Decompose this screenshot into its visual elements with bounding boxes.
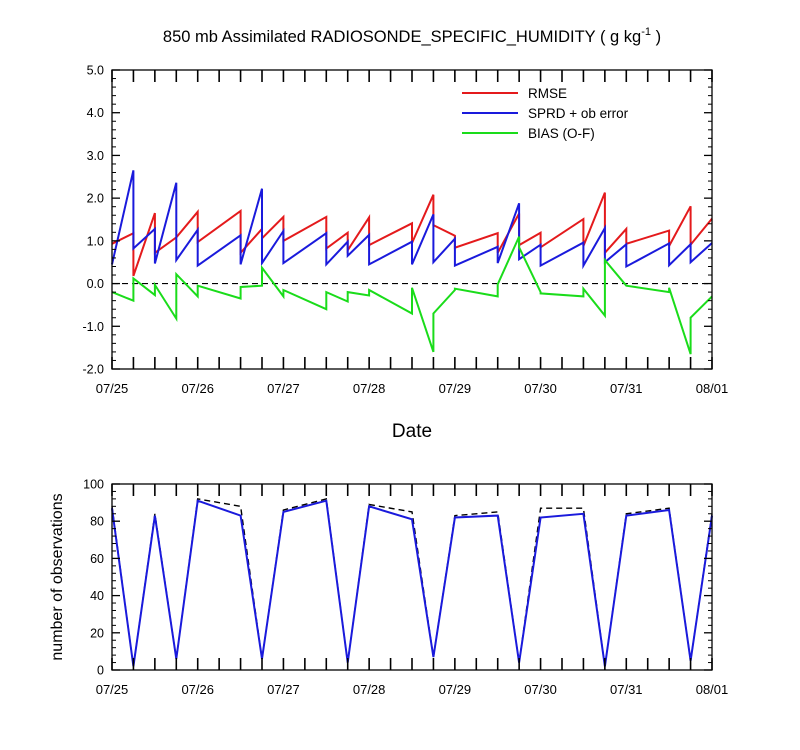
x-tick-label: 07/31	[610, 381, 643, 396]
x-tick-label: 07/26	[181, 682, 214, 697]
x-tick-label: 07/26	[181, 381, 214, 396]
y-tick-label: 0	[97, 664, 104, 678]
y-tick-label: 5.0	[87, 64, 104, 78]
series-line-sprd-ob-error	[111, 170, 713, 270]
y-tick-label: 80	[90, 515, 104, 529]
y-tick-label: 20	[90, 626, 104, 640]
x-tick-label: 07/27	[267, 682, 300, 697]
series-line-bias-o-f	[111, 236, 713, 355]
x-tick-label: 07/27	[267, 381, 300, 396]
chart-title-superscript: -1	[641, 26, 651, 38]
y-tick-label: -2.0	[82, 363, 104, 377]
chart-title-end: )	[651, 28, 661, 46]
x-tick-label: 07/29	[439, 682, 472, 697]
y-tick-label: 2.0	[87, 192, 104, 206]
series-line-assimilated-observations	[111, 499, 713, 667]
legend-label-rmse: RMSE	[528, 86, 567, 101]
x-axis-label: Date	[392, 421, 432, 442]
legend-label-bias-o-f: BIAS (O-F)	[528, 126, 595, 141]
x-tick-label: 07/28	[353, 381, 386, 396]
x-tick-label: 07/28	[353, 682, 386, 697]
panel-statistics: 07/25 07/26 07/27 07/28 07/29 07/30 07/31 08/01…	[82, 26, 728, 442]
x-tick-label: 07/30	[524, 682, 557, 697]
y-tick-label: 1.0	[87, 234, 104, 248]
x-tick-label: 07/29	[439, 381, 472, 396]
y-tick-label: 4.0	[87, 106, 104, 120]
y-tick-label: 60	[90, 552, 104, 566]
legend-label-sprd-ob-error: SPRD + ob error	[528, 106, 629, 121]
x-tick-label: 07/25	[96, 682, 129, 697]
x-tick-label: 08/01	[696, 682, 729, 697]
x-tick-label: 08/01	[696, 381, 729, 396]
series-line-possible-observations	[111, 498, 713, 667]
chart-title: 850 mb Assimilated RADIOSONDE_SPECIFIC_H…	[163, 26, 661, 46]
panel-observations: 07/25 07/26 07/27 07/28 07/29 07/30 07/31 08/01…	[49, 478, 728, 698]
x-tick-label: 07/30	[524, 381, 557, 396]
chart-title-main: 850 mb Assimilated RADIOSONDE_SPECIFIC_H…	[163, 28, 641, 46]
x-tick-label: 07/31	[610, 682, 643, 697]
y-tick-label: 40	[90, 589, 104, 603]
x-tick-label: 07/25	[96, 381, 129, 396]
y-tick-label: -1.0	[82, 320, 104, 334]
y-tick-label: 100	[83, 478, 104, 492]
y-tick-label: 0.0	[87, 277, 104, 291]
y-tick-label: 3.0	[87, 149, 104, 163]
y-axis-label: number of observations	[49, 493, 66, 660]
